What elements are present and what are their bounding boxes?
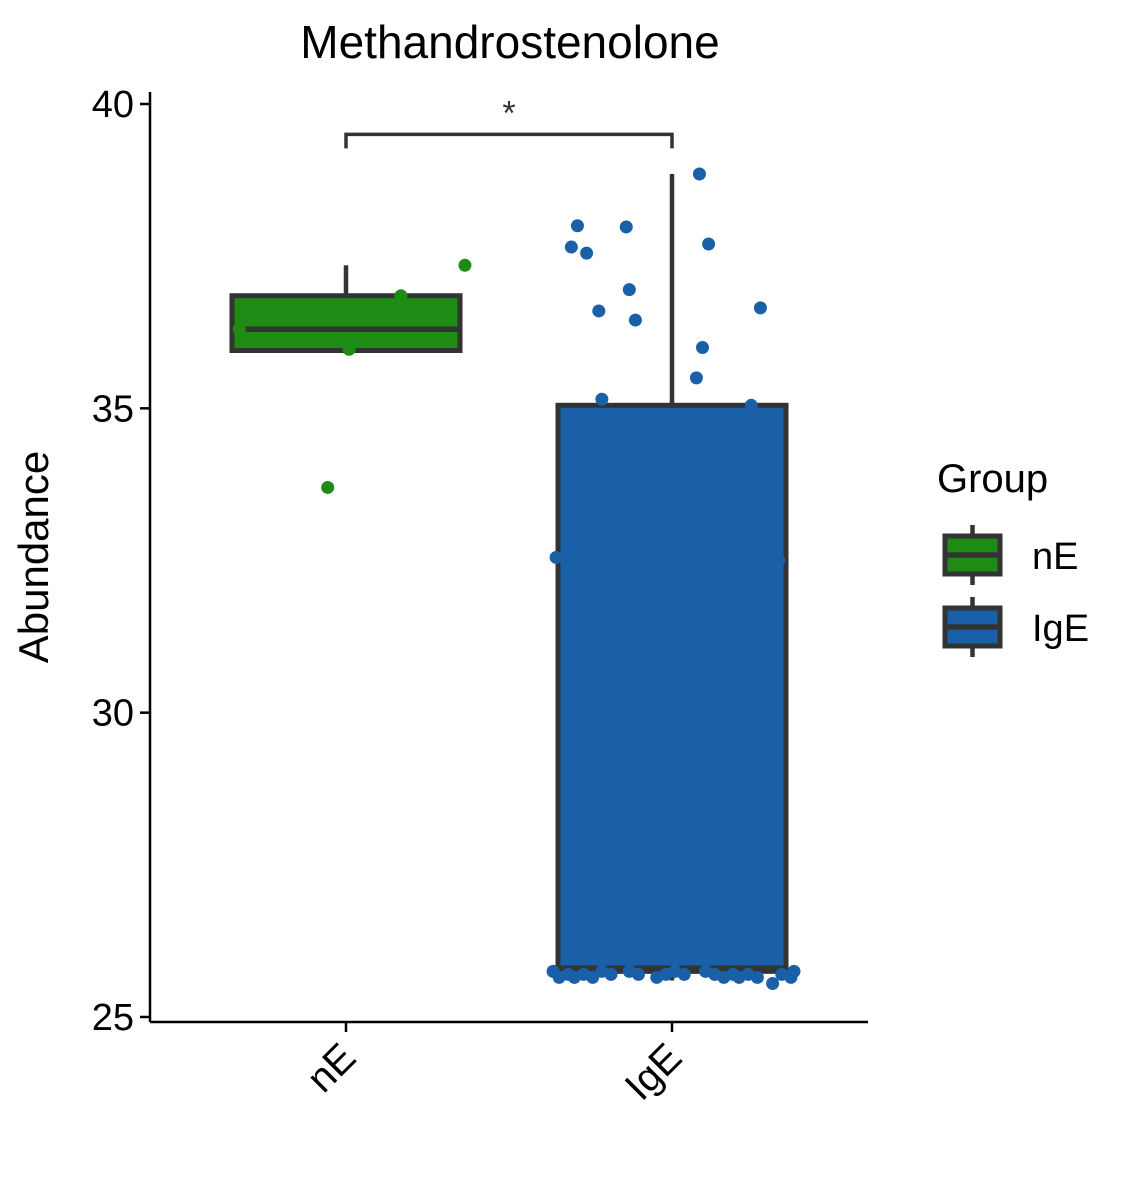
data-point-ige [631, 967, 645, 981]
data-point-ige [604, 967, 618, 981]
significance-bracket [344, 132, 674, 149]
data-point-ige [570, 219, 584, 233]
plot-area: * [229, 94, 801, 991]
legend: Group nE IgE [937, 457, 1089, 657]
data-point-ige [592, 304, 606, 318]
y-tick-label: 25 [92, 997, 134, 1039]
y-tick-label: 35 [92, 388, 134, 430]
data-point-ige [580, 246, 594, 260]
data-point-ne [321, 480, 335, 494]
y-tick-label: 40 [92, 84, 134, 126]
y-axis-label: Abundance [10, 451, 57, 664]
legend-label-ige: IgE [1032, 608, 1089, 650]
data-point-ige [787, 964, 801, 978]
chart-title: Methandrostenolone [300, 16, 719, 68]
significance-label: * [502, 94, 515, 132]
x-tick-label: IgE [617, 1035, 691, 1109]
data-point-ige [692, 167, 706, 181]
data-point-ige [696, 340, 709, 354]
legend-label-ne: nE [1032, 536, 1078, 578]
data-point-ige [702, 237, 716, 251]
data-point-ige [772, 554, 786, 567]
data-point-ige [753, 301, 767, 315]
data-point-ige [595, 392, 609, 406]
data-point-ige [586, 970, 600, 984]
y-tick-label: 30 [92, 693, 134, 735]
box-ne [229, 293, 463, 354]
data-point-ige [677, 967, 691, 981]
data-point-ne [394, 289, 408, 303]
data-point-ige [549, 550, 563, 564]
box-ige [555, 402, 789, 974]
x-tick-label: nE [299, 1035, 365, 1101]
data-point-ige [689, 371, 703, 385]
data-point-ige [564, 240, 578, 254]
data-point-ige [622, 283, 636, 297]
data-point-ne [458, 258, 472, 272]
data-point-ige [744, 398, 758, 412]
data-point-ige [750, 970, 764, 984]
data-point-ige [628, 313, 642, 327]
data-point-ne [232, 322, 246, 336]
data-point-ige [766, 977, 780, 991]
legend-title: Group [937, 457, 1048, 501]
data-point-ige [619, 220, 633, 234]
data-point-ne [342, 342, 356, 356]
